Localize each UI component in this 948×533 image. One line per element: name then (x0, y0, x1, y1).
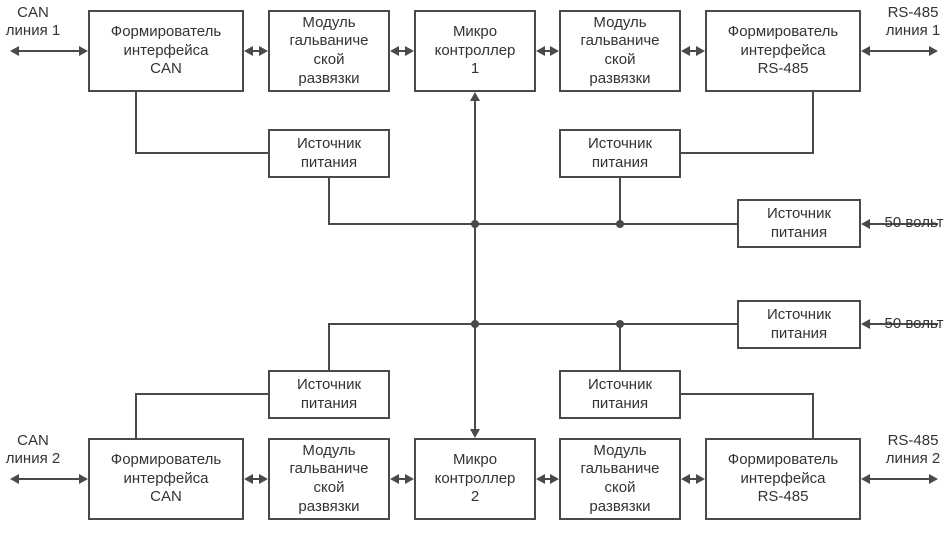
block-psu_2l: Источникпитания (268, 370, 390, 419)
label-can1: CANлиния 1 (0, 4, 66, 40)
block-label: Источникпитания (297, 135, 361, 173)
block-psu_top: Источникпитания (737, 199, 861, 248)
block-label: Модульгальваническойразвязки (289, 442, 368, 517)
block-galv_2l: Модульгальваническойразвязки (268, 438, 390, 520)
block-label: ФормировательинтерфейсаCAN (111, 23, 221, 79)
block-rs_shaper_1: ФормировательинтерфейсаRS-485 (705, 10, 861, 92)
block-galv_1l: Модульгальваническойразвязки (268, 10, 390, 92)
block-label: ФормировательинтерфейсаRS-485 (728, 23, 838, 79)
block-can_shaper_1: ФормировательинтерфейсаCAN (88, 10, 244, 92)
block-label: Микроконтроллер1 (435, 23, 516, 79)
block-psu_bot: Источникпитания (737, 300, 861, 349)
label-rs2: RS-485линия 2 (878, 432, 948, 468)
block-label: Микроконтроллер2 (435, 451, 516, 507)
label-v50_2: 50 вольт (880, 315, 948, 333)
block-mcu_1: Микроконтроллер1 (414, 10, 536, 92)
block-label: Источникпитания (297, 376, 361, 414)
block-mcu_2: Микроконтроллер2 (414, 438, 536, 520)
block-label: Источникпитания (767, 205, 831, 243)
block-label: ФормировательинтерфейсаCAN (111, 451, 221, 507)
label-can2: CANлиния 2 (0, 432, 66, 468)
block-label: ФормировательинтерфейсаRS-485 (728, 451, 838, 507)
block-psu_2r: Источникпитания (559, 370, 681, 419)
block-psu_1l: Источникпитания (268, 129, 390, 178)
block-label: Модульгальваническойразвязки (289, 14, 368, 89)
block-galv_1r: Модульгальваническойразвязки (559, 10, 681, 92)
block-psu_1r: Источникпитания (559, 129, 681, 178)
block-label: Источникпитания (767, 306, 831, 344)
label-rs1: RS-485линия 1 (878, 4, 948, 40)
block-label: Источникпитания (588, 135, 652, 173)
block-can_shaper_2: ФормировательинтерфейсаCAN (88, 438, 244, 520)
label-v50_1: 50 вольт (880, 214, 948, 232)
block-label: Модульгальваническойразвязки (580, 14, 659, 89)
block-galv_2r: Модульгальваническойразвязки (559, 438, 681, 520)
block-label: Источникпитания (588, 376, 652, 414)
block-label: Модульгальваническойразвязки (580, 442, 659, 517)
block-rs_shaper_2: ФормировательинтерфейсаRS-485 (705, 438, 861, 520)
